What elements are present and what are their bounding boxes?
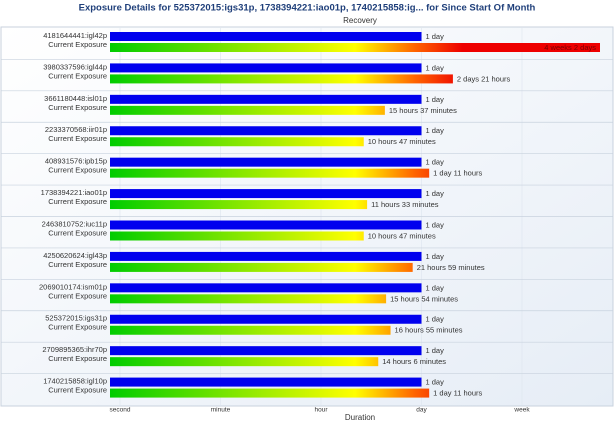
category-label: 2463810752:iuc11p [42, 219, 107, 228]
recovery-bar [110, 94, 422, 104]
exposure-bar [110, 43, 600, 52]
recovery-bar [110, 346, 422, 356]
series-label: Current Exposure [48, 197, 107, 206]
exposure-bar [110, 262, 413, 272]
recovery-bar [110, 157, 422, 167]
x-tick-label: minute [211, 407, 231, 414]
value-label: 1 day [426, 315, 445, 324]
category-label: 525372015:igs31p [45, 314, 107, 323]
series-label: Current Exposure [48, 323, 107, 332]
value-label: 15 hours 37 minutes [389, 106, 457, 115]
series-label: Current Exposure [48, 103, 107, 112]
series-label: Current Exposure [48, 354, 107, 363]
category-label: 4250620624:igl43p [43, 251, 107, 260]
value-label: 1 day 11 hours [433, 169, 482, 178]
category-label: 2233370568:iir01p [45, 125, 107, 134]
exposure-bar [110, 357, 379, 367]
value-label: 1 day [426, 189, 445, 198]
category-label: 4181644441:igl42p [43, 31, 107, 40]
exposure-bar [110, 294, 387, 304]
value-label: 1 day [426, 32, 445, 41]
category-label: 1740215858:igl10p [43, 377, 107, 386]
recovery-bar [110, 126, 422, 136]
exposure-bar [110, 388, 430, 398]
value-label: 10 hours 47 minutes [368, 231, 436, 240]
value-label: 15 hours 54 minutes [390, 294, 458, 303]
value-label: 1 day [426, 220, 445, 229]
series-label: Current Exposure [48, 40, 107, 49]
category-label: 3980337596:igl44p [43, 62, 107, 71]
recovery-bar [110, 63, 422, 73]
series-label: Current Exposure [48, 386, 107, 395]
legend-recovery: Recovery [343, 16, 377, 25]
series-label: Current Exposure [48, 134, 107, 143]
chart-title: Exposure Details for 525372015:igs31p, 1… [79, 3, 536, 14]
recovery-bar [110, 377, 422, 387]
value-label: 1 day 11 hours [433, 389, 482, 398]
recovery-bar [110, 189, 422, 199]
category-label: 2709895365:ihr70p [42, 345, 107, 354]
category-label: 2069010174:ism01p [39, 282, 107, 291]
series-label: Current Exposure [48, 166, 107, 175]
series-label: Current Exposure [48, 228, 107, 237]
recovery-bar [110, 32, 422, 41]
value-label: 11 hours 33 minutes [371, 200, 439, 209]
value-label: 10 hours 47 minutes [368, 137, 436, 146]
x-tick-label: week [513, 407, 530, 414]
value-label: 2 days 21 hours [457, 74, 511, 83]
series-label: Current Exposure [48, 71, 107, 80]
recovery-bar [110, 314, 422, 324]
exposure-bar [110, 74, 453, 84]
exposure-bar [110, 325, 391, 335]
exposure-bar [110, 137, 364, 147]
value-label: 1 day [426, 252, 445, 261]
value-label: 14 hours 6 minutes [382, 357, 446, 366]
exposure-bar [110, 168, 430, 178]
value-label: 1 day [426, 126, 445, 135]
recovery-bar [110, 251, 422, 261]
x-tick-label: day [416, 407, 427, 414]
value-label: 1 day [426, 63, 445, 72]
category-label: 408931576:ipb15p [45, 157, 107, 166]
x-tick-label: second [110, 407, 131, 414]
exposure-bar [110, 200, 368, 210]
category-label: 3661180448:isl01p [44, 94, 107, 103]
value-label: 1 day [426, 158, 445, 167]
series-label: Current Exposure [48, 291, 107, 300]
value-label: 1 day [426, 346, 445, 355]
exposure-bar [110, 231, 364, 241]
value-label: 16 hours 55 minutes [395, 326, 463, 335]
value-label: 1 day [426, 283, 445, 292]
value-label: 21 hours 59 minutes [417, 263, 485, 272]
value-label: 4 weeks 2 days [544, 43, 596, 52]
exposure-bar [110, 105, 385, 115]
series-label: Current Exposure [48, 260, 107, 269]
value-label: 1 day [426, 95, 445, 104]
recovery-bar [110, 283, 422, 293]
recovery-bar [110, 220, 422, 230]
value-label: 1 day [426, 378, 445, 387]
category-label: 1738394221:iao01p [41, 188, 107, 197]
x-tick-label: hour [314, 407, 328, 414]
x-axis-label: Duration [345, 413, 375, 422]
